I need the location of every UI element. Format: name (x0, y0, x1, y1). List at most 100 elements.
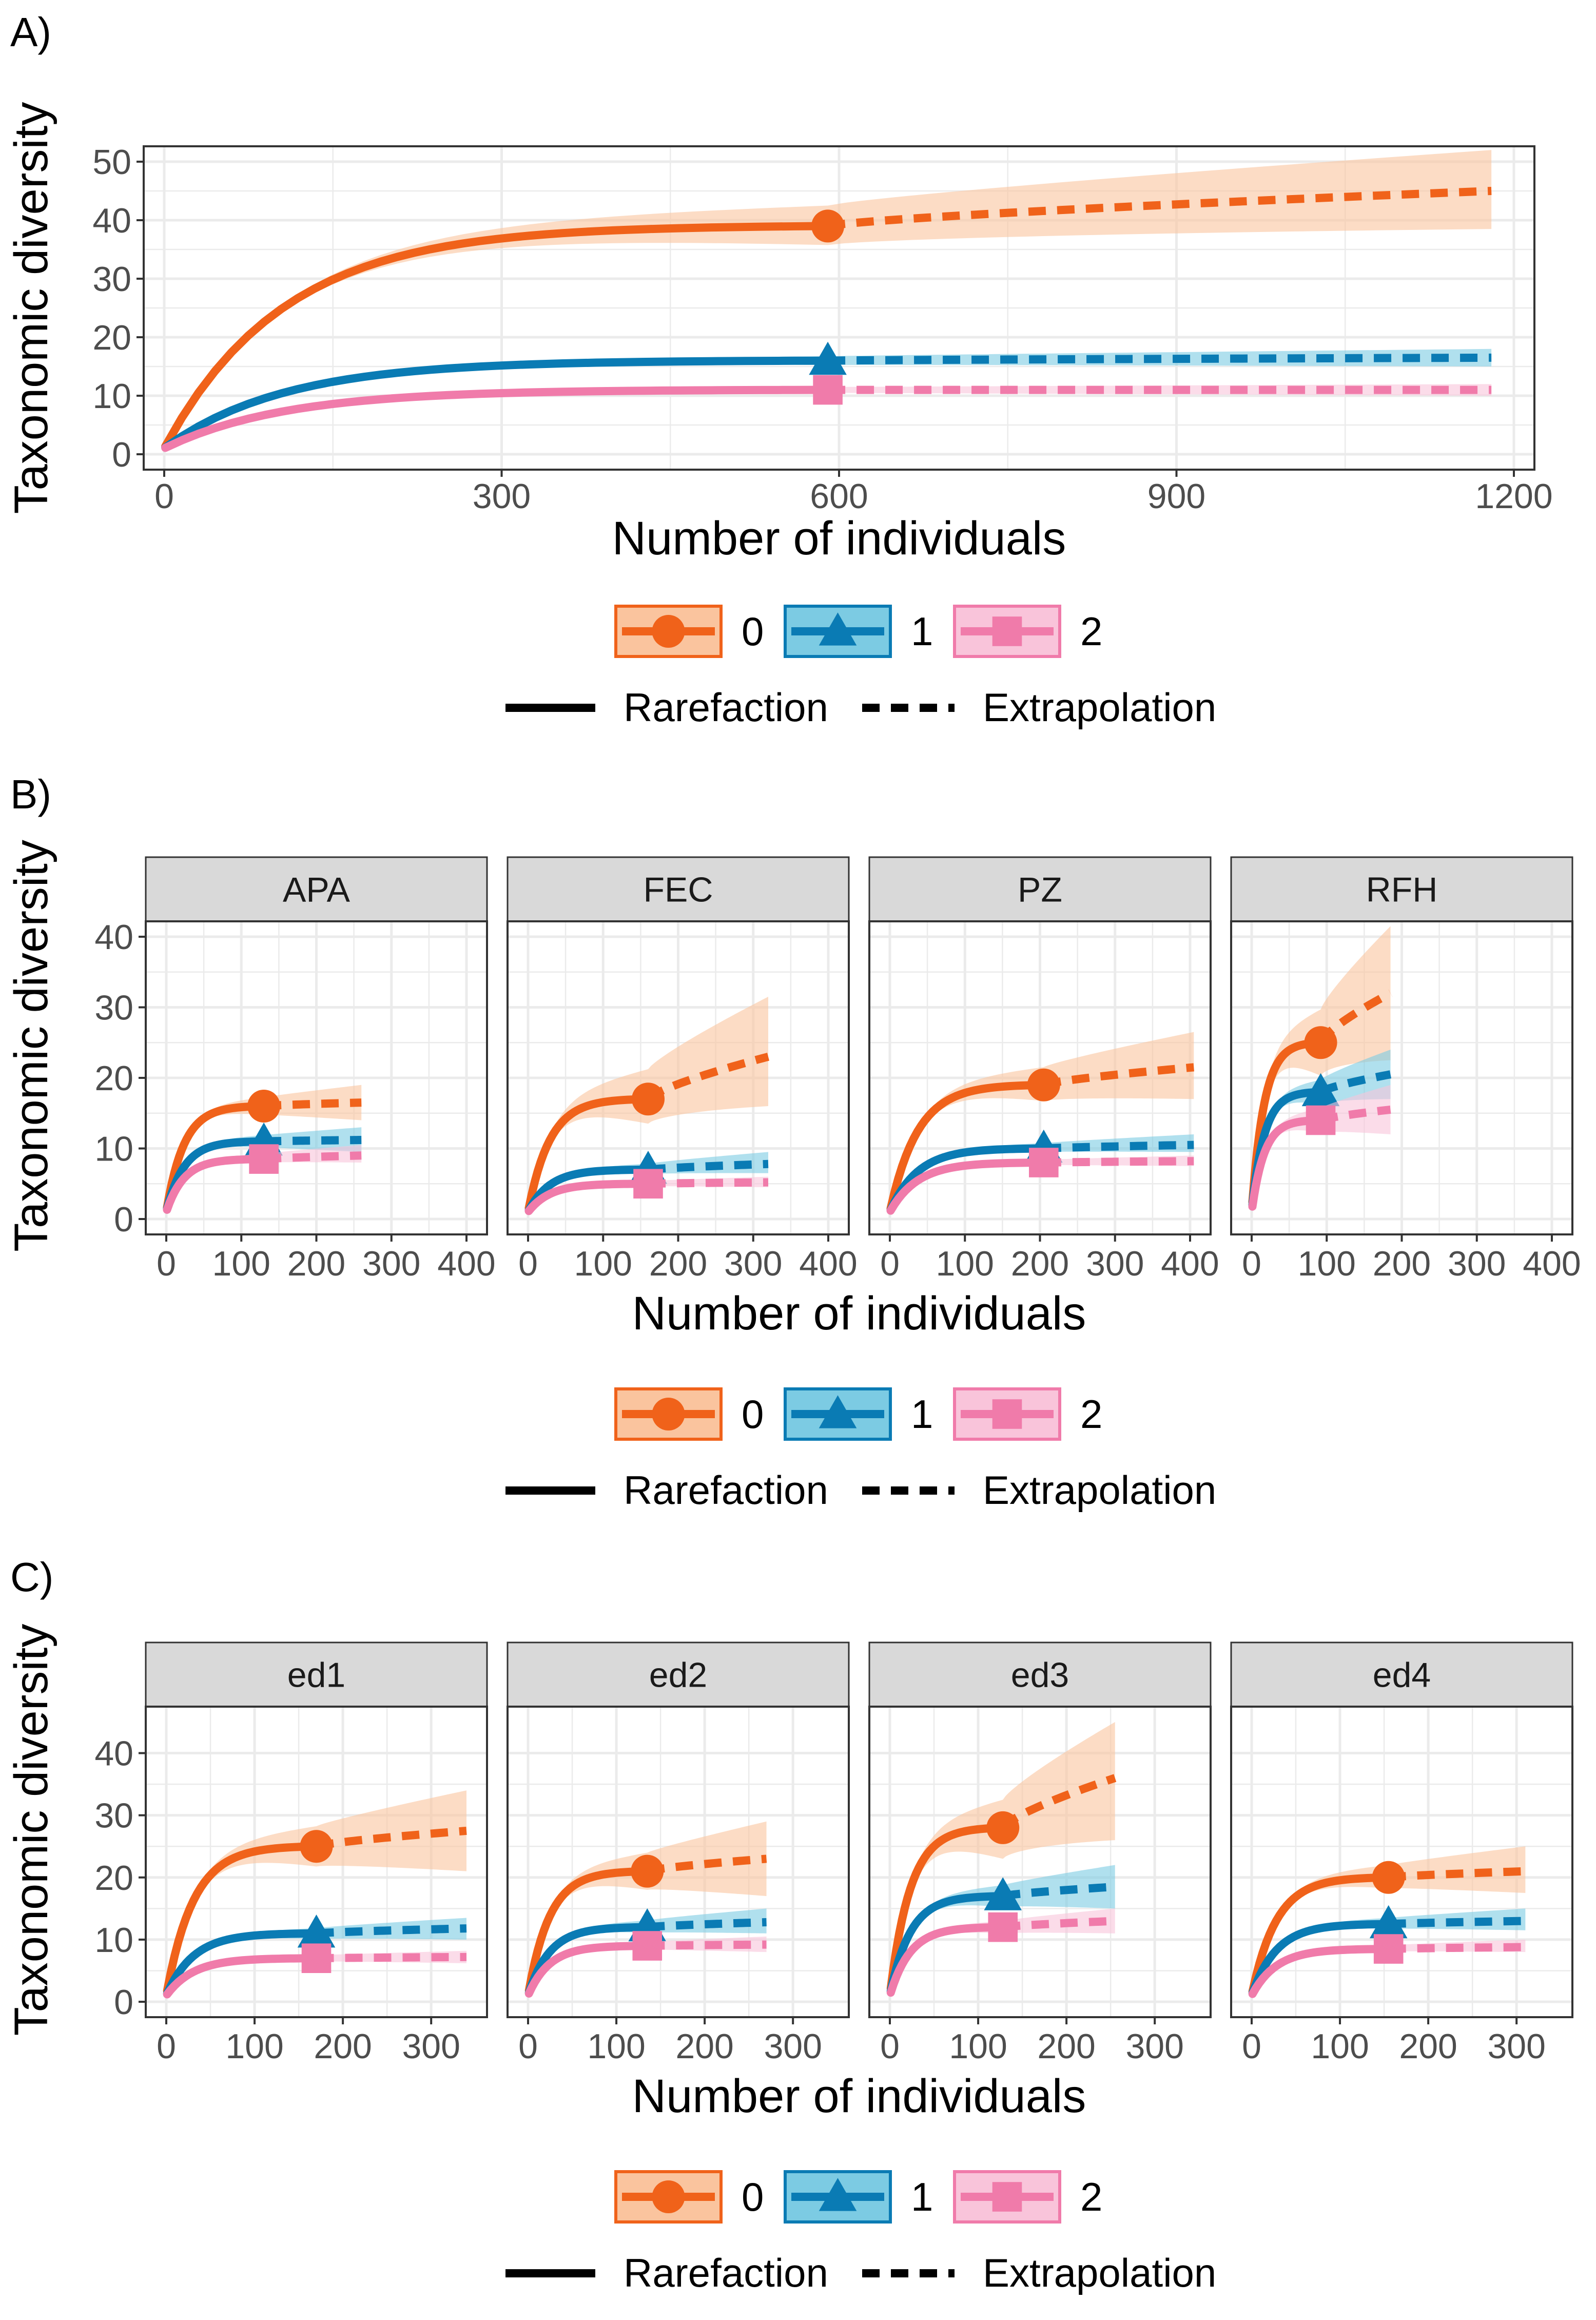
facet-FEC: FEC 0 100 200 300 400 (507, 856, 858, 1283)
y-tick-label: 30 (94, 1796, 133, 1835)
x-tick-label: 300 (764, 2027, 822, 2066)
observed-point-order-0 (1372, 1861, 1405, 1894)
facet-strip-label: ed4 (1373, 1656, 1431, 1695)
x-tick-label: 100 (949, 2027, 1007, 2066)
legend-marker (652, 2180, 685, 2213)
facet-strip (868, 856, 1212, 922)
facet-RFH: RFH 0 100 200 300 400 (1230, 856, 1581, 1283)
x-tick-label: 400 (1161, 1244, 1219, 1283)
facet-strip-label: ed1 (287, 1656, 345, 1695)
rarefaction-line (1248, 1920, 1393, 1997)
legend-methods: Rarefaction Extrapolation (505, 1467, 1216, 1513)
gridlines (1231, 921, 1572, 1234)
legend-orders: 0 1 2 (614, 605, 1102, 658)
y-tick-label: 10 (94, 1130, 133, 1169)
facet: 0 300 600 900 1200 0 10 20 30 40 50 (92, 143, 1552, 516)
x-tick-label: 200 (1373, 1244, 1431, 1283)
y-tick-label: 10 (94, 1921, 133, 1960)
legend-label: 2 (1080, 2174, 1102, 2219)
observed-point-order-2 (1373, 1934, 1404, 1964)
extrapolation-line (1002, 1917, 1116, 1931)
y-tick-label: 0 (112, 435, 131, 474)
legend-marker (819, 1395, 857, 1428)
rarefaction-line (163, 1842, 321, 1995)
legend-label: 1 (911, 609, 933, 654)
facet-strip (1230, 856, 1573, 922)
x-tick-label: 0 (157, 2027, 176, 2066)
extrapolation-line (1002, 1882, 1116, 1900)
series-order-1 (161, 341, 1492, 452)
observed-point-order-0 (631, 1854, 664, 1888)
extrapolation-line (315, 1826, 467, 1850)
observed-point-order-2 (813, 375, 843, 405)
rarefaction-line (163, 1155, 268, 1214)
legend-key-order-0: 0 (614, 1387, 764, 1441)
legend-rarefaction-label: Rarefaction (624, 1467, 828, 1513)
x-axis-title: Number of individuals (632, 1287, 1086, 1340)
series-order-0 (886, 1722, 1117, 1993)
series-order-0 (163, 1790, 467, 1995)
x-tick-label: 300 (1086, 1244, 1144, 1283)
facet-strip-label: ed2 (649, 1656, 707, 1695)
y-axis-title: Taxonomic diversity (5, 102, 57, 514)
rarefaction-line (161, 356, 832, 452)
legend-key-order-1: 1 (784, 1387, 933, 1441)
extrapolation-line (648, 1178, 769, 1188)
series-order-2 (161, 375, 1492, 452)
legend-key-order-2: 2 (953, 1387, 1102, 1441)
facet-strip (1230, 1641, 1573, 1708)
series-order-0 (524, 1821, 767, 1995)
confidence-band (890, 1865, 1115, 1992)
observed-point-order-2 (632, 1931, 663, 1961)
series-order-2 (1248, 1934, 1526, 1998)
facet-ed3: ed3 0 100 200 300 (868, 1641, 1212, 2066)
legend-marker (652, 1398, 685, 1430)
series-order-1 (886, 1865, 1116, 1996)
series-order-2 (163, 1943, 467, 1999)
rarefaction-line (886, 1923, 1007, 1997)
facet-ed1: ed1 0 100 200 300 0 10 20 30 40 (94, 1641, 488, 2066)
extrapolation-line (647, 1940, 767, 1950)
x-tick-label: 100 (212, 1244, 270, 1283)
legend-label: 2 (1080, 1391, 1102, 1437)
legend-orders: 0 1 2 (614, 2170, 1102, 2224)
observed-point-order-2 (301, 1943, 332, 1974)
facet-strip (868, 1641, 1212, 1708)
legend-label: 0 (742, 2174, 764, 2219)
x-tick-label: 900 (1147, 477, 1205, 516)
confidence-band (1252, 1050, 1391, 1205)
rarefaction-line (886, 1080, 1048, 1213)
observed-point-order-0 (632, 1082, 665, 1116)
extrapolation-line (1043, 1157, 1194, 1167)
observed-point-order-1 (1301, 1073, 1340, 1107)
extrapolation-line (1000, 1774, 1117, 1831)
extrapolation-line (1388, 1917, 1526, 1928)
x-tick-label: 0 (157, 1244, 176, 1283)
observed-point-order-1 (297, 1914, 336, 1948)
facet-strip (145, 856, 488, 922)
x-tick-label: 300 (362, 1244, 420, 1283)
observed-point-order-2 (1306, 1105, 1336, 1135)
observed-point-order-0 (1304, 1026, 1337, 1059)
y-tick-label: 0 (114, 1200, 133, 1239)
rarefaction-line (524, 1165, 652, 1215)
facet-strip-label: APA (283, 871, 351, 910)
rarefaction-line (1248, 1945, 1393, 1998)
rarefaction-line (886, 1144, 1048, 1214)
x-axis-title: Number of individuals (632, 2070, 1086, 2122)
series-order-0 (161, 150, 1492, 451)
x-tick-label: 100 (1311, 2027, 1369, 2066)
legend-marker (992, 2182, 1022, 2212)
extrapolation-line (646, 1854, 767, 1876)
extrapolation-line (1043, 1140, 1194, 1153)
x-tick-label: 200 (1399, 2027, 1457, 2066)
series-order-2 (886, 1148, 1194, 1215)
panel-label: C) (10, 1554, 53, 1600)
x-tick-label: 400 (1523, 1244, 1581, 1283)
observed-point-order-0 (811, 209, 845, 243)
observed-point-order-1 (1369, 1905, 1408, 1939)
confidence-band (890, 1722, 1115, 1988)
legend-rarefaction-label: Rarefaction (624, 2250, 828, 2295)
y-tick-label: 10 (92, 377, 131, 416)
rarefaction-line (524, 1095, 652, 1212)
